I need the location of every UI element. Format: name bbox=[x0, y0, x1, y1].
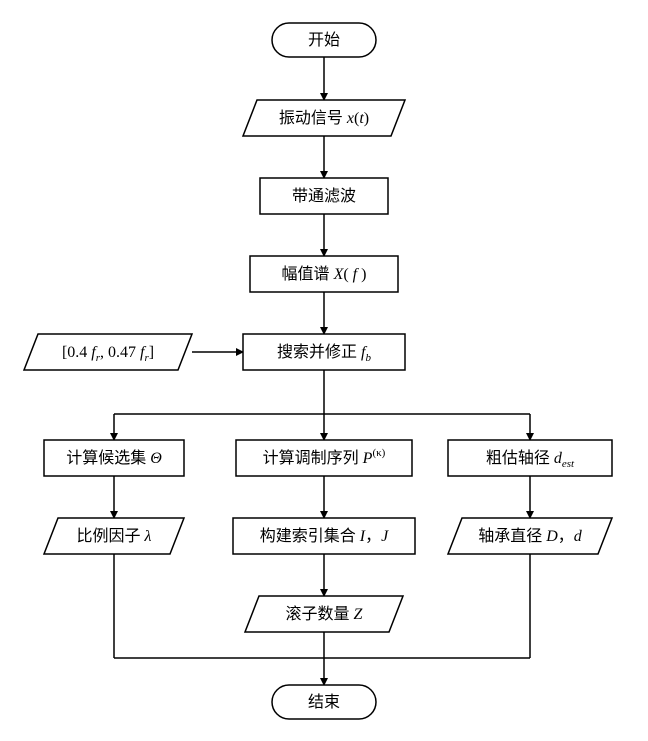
node-label-r2: 轴承直径 D，d bbox=[478, 527, 583, 545]
node-aux: [0.4 fr, 0.47 fr] bbox=[24, 334, 192, 370]
node-label-start: 开始 bbox=[308, 31, 340, 49]
node-label-l2: 比例因子 λ bbox=[77, 527, 152, 545]
flowchart-svg: 开始振动信号 x(t) 带通滤波幅值谱 X( f ) 搜索并修正 fb [0.4 fr… bbox=[0, 0, 648, 741]
node-l1: 计算候选集 Θ bbox=[44, 440, 184, 476]
node-m1: 计算调制序列 P(κ) bbox=[236, 440, 412, 476]
node-m2: 构建索引集合 I，J bbox=[233, 518, 415, 554]
nodes-group: 开始振动信号 x(t) 带通滤波幅值谱 X( f ) 搜索并修正 fb [0.4 fr… bbox=[24, 23, 612, 719]
node-label-n4: 搜索并修正 fb bbox=[277, 343, 371, 364]
node-end: 结束 bbox=[272, 685, 376, 719]
node-label-m1: 计算调制序列 P(κ) bbox=[263, 447, 386, 467]
node-n3: 幅值谱 X( f ) bbox=[250, 256, 398, 292]
node-label-end: 结束 bbox=[308, 693, 340, 711]
node-label-n2: 带通滤波 bbox=[292, 187, 356, 205]
node-label-aux: [0.4 fr, 0.47 fr] bbox=[62, 344, 154, 364]
node-label-m2: 构建索引集合 I，J bbox=[260, 527, 389, 545]
node-start: 开始 bbox=[272, 23, 376, 57]
node-label-l1: 计算候选集 Θ bbox=[66, 448, 162, 467]
node-m3: 滚子数量 Z bbox=[245, 596, 403, 632]
node-label-r1: 粗估轴径 dest bbox=[486, 449, 575, 470]
edges-group bbox=[114, 57, 530, 685]
node-n2: 带通滤波 bbox=[260, 178, 388, 214]
node-r1: 粗估轴径 dest bbox=[448, 440, 612, 476]
node-r2: 轴承直径 D，d bbox=[448, 518, 612, 554]
node-label-n1: 振动信号 x(t) bbox=[279, 109, 369, 127]
node-n1: 振动信号 x(t) bbox=[243, 100, 405, 136]
node-label-n3: 幅值谱 X( f ) bbox=[282, 265, 367, 283]
node-l2: 比例因子 λ bbox=[44, 518, 184, 554]
node-label-m3: 滚子数量 Z bbox=[286, 605, 364, 623]
node-n4: 搜索并修正 fb bbox=[243, 334, 405, 370]
